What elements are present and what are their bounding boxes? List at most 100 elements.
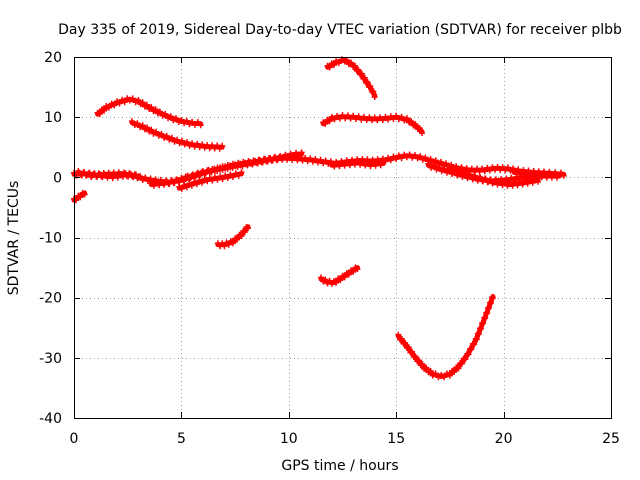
data-point	[477, 174, 483, 180]
series-arc-17	[395, 294, 496, 381]
data-point	[221, 243, 228, 250]
data-point	[214, 168, 221, 174]
x-tick-label: 5	[177, 431, 186, 447]
data-point	[331, 116, 338, 123]
data-point	[350, 268, 357, 275]
data-point	[193, 181, 200, 188]
data-point	[330, 62, 337, 69]
data-point	[482, 315, 489, 322]
data-point	[298, 149, 305, 156]
data-point	[350, 112, 357, 119]
data-point	[412, 353, 419, 360]
series-arc-7	[176, 169, 245, 192]
data-point	[167, 113, 174, 120]
data-point	[367, 83, 374, 90]
data-point	[284, 154, 291, 161]
y-axis-label: SDTVAR / TECUs	[6, 181, 22, 296]
data-point	[241, 229, 248, 236]
data-point	[235, 172, 242, 179]
data-point	[312, 156, 319, 163]
data-point	[465, 351, 472, 358]
data-point	[192, 173, 199, 180]
data-point	[156, 108, 163, 115]
series-arc-2	[129, 118, 226, 152]
x-tick-label: 10	[280, 431, 298, 447]
data-point	[453, 163, 460, 170]
data-point	[187, 175, 194, 181]
series-arc-13	[320, 112, 425, 137]
data-point	[344, 112, 351, 119]
data-point	[461, 169, 468, 176]
data-point	[458, 360, 465, 367]
data-point	[458, 164, 465, 171]
data-point	[147, 175, 154, 182]
data-point	[361, 113, 367, 120]
data-point	[224, 165, 231, 172]
data-point	[494, 163, 501, 170]
data-point	[139, 99, 146, 106]
data-point	[245, 225, 251, 232]
data-point	[322, 120, 329, 127]
data-point	[322, 157, 329, 164]
data-point	[403, 115, 410, 122]
data-point	[96, 111, 103, 117]
data-point	[446, 372, 453, 379]
data-point	[188, 182, 195, 189]
data-point	[322, 276, 329, 283]
data-point	[166, 180, 173, 187]
data-point	[184, 139, 191, 146]
data-point	[468, 346, 475, 353]
data-point	[317, 156, 324, 163]
data-point	[161, 181, 168, 188]
data-point	[341, 162, 348, 169]
series-arc-15	[214, 224, 251, 250]
data-point	[346, 162, 353, 169]
data-point	[178, 116, 185, 123]
data-point	[197, 122, 204, 129]
data-point	[408, 118, 415, 125]
x-axis-label: GPS time / hours	[281, 458, 398, 474]
data-point	[326, 118, 333, 125]
data-point	[279, 155, 286, 162]
data-point	[238, 233, 245, 239]
data-point	[489, 295, 496, 301]
data-point	[224, 175, 231, 181]
tick-labels: 0 5 10 15 20 25 -40 -30 -20 -10 0 10 20	[39, 50, 620, 447]
series-arc-1	[94, 95, 204, 129]
data-point	[148, 104, 155, 111]
data-point	[354, 266, 361, 273]
data-point	[472, 172, 478, 179]
data-point	[148, 126, 155, 133]
data-point	[406, 151, 413, 158]
data-point	[333, 279, 340, 286]
data-point	[486, 305, 492, 312]
y-tick-label: -40	[39, 411, 62, 427]
data-point	[482, 175, 488, 182]
data-point	[398, 113, 405, 120]
data-point	[441, 165, 448, 172]
data-point	[254, 160, 261, 167]
data-point	[179, 137, 186, 144]
data-point	[77, 194, 84, 201]
data-point	[274, 156, 281, 163]
data-point	[395, 331, 402, 338]
data-point	[535, 178, 541, 185]
data-point	[290, 153, 297, 159]
data-point	[150, 182, 157, 189]
data-point	[361, 74, 368, 81]
data-point	[339, 112, 346, 119]
data-point	[416, 125, 423, 132]
data-point	[302, 154, 309, 161]
data-point	[101, 107, 108, 114]
data-point	[463, 165, 470, 172]
data-point	[152, 106, 159, 113]
data-point	[183, 184, 190, 191]
data-point	[427, 156, 434, 162]
data-point	[91, 170, 98, 177]
data-point	[194, 119, 201, 126]
data-point	[529, 179, 536, 186]
data-point	[116, 100, 123, 107]
data-point	[209, 177, 216, 184]
data-point	[96, 171, 103, 177]
